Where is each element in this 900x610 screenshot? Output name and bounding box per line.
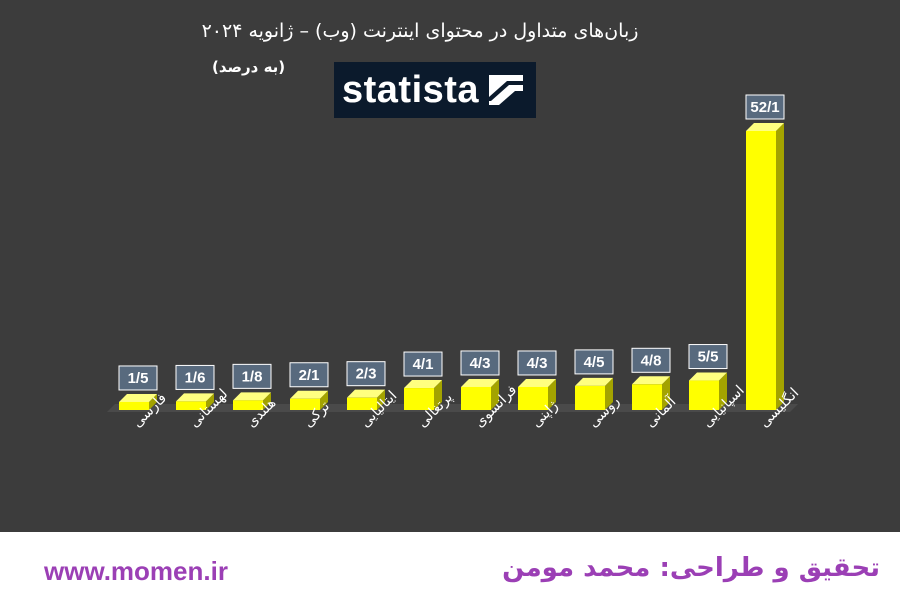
bar-side [719, 372, 727, 410]
bar [404, 388, 434, 410]
bar [689, 380, 719, 410]
bar-top [746, 123, 784, 131]
bar-side [206, 393, 214, 410]
bar-top [233, 392, 271, 401]
footer-url: www.momen.ir [44, 556, 228, 586]
bar-side [263, 392, 271, 410]
bar [176, 401, 206, 410]
bar-top [347, 389, 385, 398]
chart-title: زبان‌های متداول در محتوای اینترنت (وب) –… [201, 20, 639, 42]
bar-top [632, 376, 670, 385]
chart-panel: 1/5 فارسی 1/6 لهستانی 1/8 هلندی 2/1 ترکی 2/3 ایتا… [0, 0, 900, 532]
bar [746, 131, 776, 410]
bar-side [320, 390, 328, 410]
bar-side [776, 123, 784, 410]
bar-top [689, 372, 727, 381]
bar [575, 385, 605, 410]
data-label: 4/5 [584, 354, 605, 371]
data-label-box [574, 349, 614, 375]
bar-top [461, 378, 499, 387]
bar [290, 398, 320, 410]
data-label: 4/1 [413, 356, 434, 373]
data-label: 1/6 [185, 369, 206, 386]
footer-credit: تحقیق و طراحی: محمد مومن [502, 553, 880, 583]
data-label-box [175, 364, 215, 390]
bar-side [548, 378, 556, 410]
bar-top [290, 390, 328, 399]
chart-subtitle: (به درصد) [212, 58, 286, 76]
bar-side [605, 377, 613, 410]
data-label: 1/5 [128, 370, 149, 387]
bar-top [404, 380, 442, 389]
data-label-box [745, 94, 785, 120]
bar [632, 384, 662, 410]
data-label: 4/3 [470, 355, 491, 372]
data-label-box [232, 363, 272, 389]
data-label: 52/1 [750, 99, 779, 116]
bar-top [518, 378, 556, 387]
chart-floor [107, 404, 798, 412]
data-label-box [118, 365, 158, 391]
data-label-box [403, 351, 443, 377]
data-label-box [289, 362, 329, 388]
bar-top [575, 377, 613, 386]
data-label-box [460, 350, 500, 376]
statista-mark-icon [489, 75, 524, 105]
bar-chart: 1/5فارسی1/6لهستانی1/8هلندی2/1ترکی2/3ایتا… [107, 94, 802, 431]
bar-top [119, 393, 157, 402]
data-label: 1/8 [242, 368, 263, 385]
bar [461, 386, 491, 410]
data-label: 4/3 [527, 355, 548, 372]
bar [347, 397, 377, 410]
data-label: 2/3 [356, 366, 377, 383]
data-label-box [517, 350, 557, 376]
bar-side [149, 393, 157, 410]
data-label-box [688, 344, 728, 370]
bar-side [377, 389, 385, 410]
bar-side [491, 378, 499, 410]
bar [518, 386, 548, 410]
bar [233, 400, 263, 410]
data-label: 2/1 [299, 367, 320, 384]
data-label-box [346, 361, 386, 387]
data-label-box [631, 347, 671, 373]
bar-top [176, 393, 214, 402]
statista-logo: statista [334, 62, 536, 118]
data-label: 4/8 [641, 352, 662, 369]
logo-text: statista [342, 68, 480, 111]
data-label: 5/5 [698, 349, 719, 366]
bar-side [662, 376, 670, 410]
bar-side [434, 380, 442, 410]
bar [119, 401, 149, 410]
